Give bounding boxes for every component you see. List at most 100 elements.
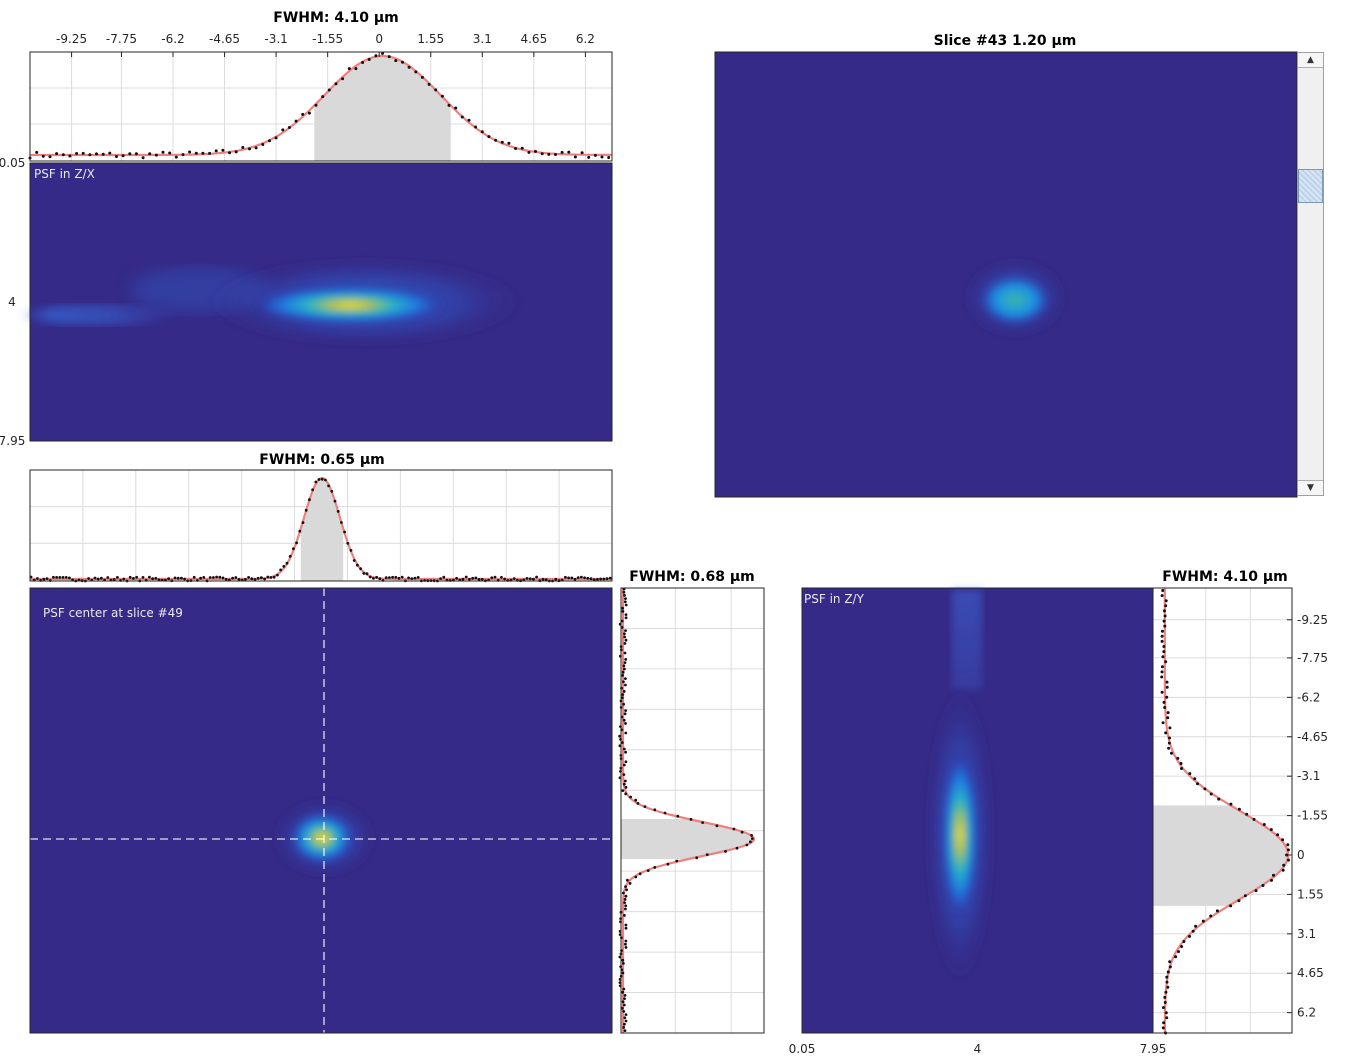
top-profile-point [268, 139, 271, 143]
vertical-profile-point [622, 773, 626, 776]
right-profile-point [1262, 823, 1266, 826]
middle-profile-point [61, 576, 65, 579]
vertical-profile-point [622, 1026, 626, 1029]
vertical-profile-point [622, 987, 626, 991]
top-profile-point [341, 77, 345, 81]
right-profile-point [1162, 619, 1166, 623]
vertical-profile-point [624, 926, 628, 930]
top-profile-point [148, 152, 152, 156]
right-profile-point [1160, 629, 1164, 633]
top-profile-tick-label: -3.1 [264, 32, 287, 46]
vertical-profile-point [622, 590, 626, 594]
middle-profile-point [340, 521, 343, 524]
vertical-profile-point [621, 958, 625, 962]
top-profile-point [321, 95, 325, 99]
middle-profile-point [314, 480, 318, 484]
top-profile-point [361, 61, 365, 64]
vertical-profile-point [624, 946, 628, 949]
slice-scrollbar[interactable]: ▲ ▼ [1297, 52, 1324, 496]
middle-profile-point [320, 477, 324, 481]
vertical-profile-point [624, 923, 628, 927]
middle-profile-point [272, 575, 276, 579]
vertical-profile-point [622, 690, 626, 693]
middle-profile-point [141, 576, 145, 579]
middle-profile-point [285, 561, 289, 565]
middle-profile-point [474, 576, 478, 580]
zx-psf-core [255, 287, 445, 323]
middle-profile-point [215, 575, 219, 579]
middle-profile-point [525, 577, 529, 580]
vertical-profile-point [624, 722, 627, 725]
middle-profile-point [266, 575, 270, 579]
vertical-profile-point [623, 635, 626, 639]
top-profile-point [141, 156, 145, 160]
top-profile-point [201, 151, 205, 155]
middle-profile-point [602, 577, 606, 581]
vertical-profile-point [622, 680, 625, 684]
vertical-profile-point [620, 696, 624, 700]
top-profile-point [274, 136, 278, 140]
top-profile-point [168, 151, 172, 155]
vertical-profile-point [624, 894, 628, 898]
middle-profile-point [541, 577, 545, 581]
vertical-profile-point [621, 670, 625, 674]
middle-profile-point [455, 576, 458, 580]
vertical-profile-point [624, 885, 627, 888]
right-profile-point [1276, 833, 1280, 837]
middle-profile-point [573, 577, 577, 581]
middle-profile-point [183, 577, 187, 581]
top-profile-point [314, 103, 318, 107]
top-profile-point [134, 152, 138, 156]
vertical-profile-point [622, 664, 626, 668]
right-profile-point [1188, 772, 1192, 776]
middle-profile-point [202, 576, 206, 579]
top-profile-tick-label: 6.2 [576, 32, 595, 46]
zx-image-y-ticks: 0.05 4 7.95 [0, 156, 25, 448]
vertical-profile-point [689, 818, 693, 821]
right-profile-point [1201, 919, 1205, 923]
top-profile-point [301, 112, 305, 116]
middle-profile-point [68, 576, 71, 580]
top-profile-point [520, 146, 524, 150]
vertical-profile-point [624, 942, 627, 946]
top-profile-point [248, 147, 251, 151]
middle-profile-point [247, 576, 251, 579]
zy-image-panel: PSF in Z/Y 0.05 4 7.95 [789, 587, 1166, 1056]
vertical-profile-point [624, 677, 627, 680]
scroll-down-arrow-icon[interactable]: ▼ [1298, 480, 1323, 495]
right-profile-tick-label: -1.55 [1297, 809, 1328, 823]
middle-profile-point [336, 510, 340, 513]
right-profile-point [1285, 853, 1289, 857]
middle-profile-point [224, 577, 228, 581]
vertical-profile-point [634, 875, 638, 879]
middle-profile-point [500, 575, 503, 579]
vertical-profile-point [705, 853, 709, 856]
vertical-profile-point [621, 674, 624, 677]
middle-profile-point [583, 576, 586, 580]
right-profile-point [1215, 909, 1219, 913]
middle-profile-point [503, 577, 506, 581]
top-profile-tick-label: 4.65 [520, 32, 547, 46]
middle-profile-point [605, 577, 609, 581]
scrollbar-thumb[interactable] [1298, 169, 1323, 203]
middle-profile-point [208, 576, 212, 579]
top-profile-point [154, 153, 158, 157]
vertical-profile-point [622, 962, 625, 965]
top-profile-point [427, 82, 431, 86]
middle-profile-point [45, 577, 49, 580]
vertical-profile-point [624, 613, 628, 616]
right-profile-point [1166, 970, 1170, 974]
zx-image-tick-label: 7.95 [0, 434, 25, 448]
top-profile-point [414, 70, 418, 74]
vertical-profile-point [666, 862, 670, 866]
vertical-profile-point [624, 750, 627, 754]
scroll-up-arrow-icon[interactable]: ▲ [1298, 53, 1323, 68]
top-profile-tick-label: -6.2 [161, 32, 184, 46]
zx-image-tick-label: 0.05 [0, 156, 25, 170]
middle-profile-point [330, 489, 334, 493]
top-profile-point [194, 151, 198, 155]
vertical-profile-point [623, 914, 626, 917]
right-profile-point [1167, 741, 1171, 745]
right-profile-point [1261, 884, 1265, 887]
top-profile-point [401, 60, 404, 64]
